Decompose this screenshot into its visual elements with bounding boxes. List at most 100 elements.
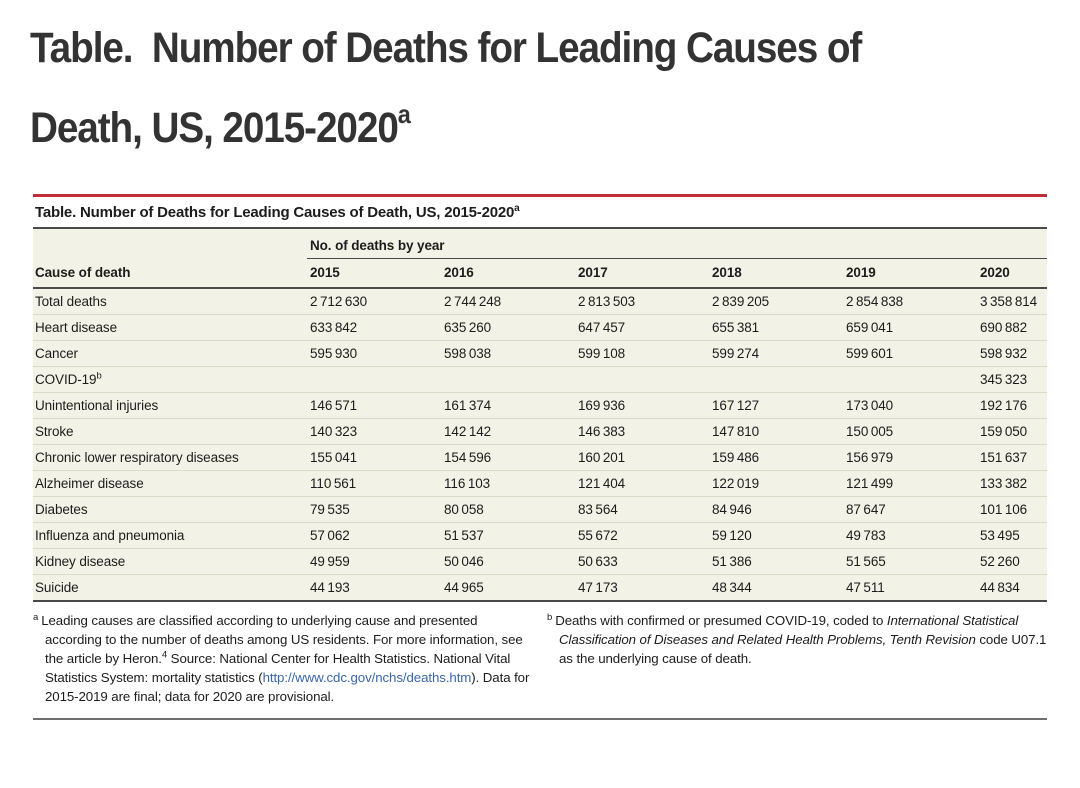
cause-cell: COVID-19b — [33, 366, 307, 393]
value-cell: 2 712 630 — [310, 294, 368, 309]
value-cell: 167 127 — [709, 392, 843, 419]
value-cell: 87 647 — [843, 496, 977, 523]
value-cell — [709, 366, 843, 393]
value-cell: 44 834 — [977, 574, 1047, 602]
spanner-spacer-cell — [33, 229, 307, 259]
footnote-b: b Deaths with confirmed or presumed COVID… — [547, 611, 1047, 706]
footnote-text: Deaths with confirmed or presumed COVID-… — [555, 613, 887, 628]
value-cell: 156 979 — [843, 444, 977, 471]
footnote-text: ). Data for 2015-2019 are final; data fo… — [45, 670, 530, 704]
footnote-text: Source: National Center for Health Stati… — [45, 651, 511, 685]
value-cell: 121 404 — [575, 470, 709, 497]
footnote-marker: a — [33, 611, 39, 623]
value-cell: 635 260 — [441, 314, 575, 341]
value-cell: 44 193 — [307, 574, 441, 602]
icd-title-italic: International Statistical Classification… — [559, 613, 1019, 647]
year-header-2016: 2016 — [441, 258, 575, 289]
value-cell — [843, 366, 977, 393]
value-cell: 57 062 — [307, 522, 441, 549]
value-cell: 633 842 — [307, 314, 441, 341]
value-cell: 80 058 — [441, 496, 575, 523]
table-row: Suicide 44 193 44 965 47 173 48 344 47 511 44 … — [33, 574, 1047, 602]
value-cell: 47 511 — [843, 574, 977, 602]
value-cell: 51 565 — [843, 548, 977, 575]
cause-cell: Influenza and pneumonia — [33, 522, 307, 549]
value-cell: 2 813 503 — [578, 294, 636, 309]
cause-of-death-header: Cause of death — [33, 258, 307, 289]
spanner-row: No. of deaths by year — [33, 229, 1047, 259]
value-cell: 2 744 248 — [444, 294, 502, 309]
value-cell: 44 965 — [441, 574, 575, 602]
table-row: Influenza and pneumonia 57 062 51 537 55 67… — [33, 522, 1047, 549]
value-cell: 655 381 — [709, 314, 843, 341]
value-cell: 51 386 — [709, 548, 843, 575]
table-row: Stroke 140 323 142 142 146 383 147 810 150 00… — [33, 418, 1047, 445]
value-cell: 47 173 — [575, 574, 709, 602]
value-cell: 50 633 — [575, 548, 709, 575]
table-row: Heart disease 633 842 635 260 647 457 655 38… — [33, 314, 1047, 341]
value-cell: 151 637 — [977, 444, 1047, 471]
year-header-2017: 2017 — [575, 258, 709, 289]
value-cell: 121 499 — [843, 470, 977, 497]
footnote-text: code U07.1 as the underlying cause of de… — [559, 632, 1047, 666]
deaths-table: No. of deaths by year Cause of death 201… — [33, 229, 1047, 602]
value-cell: 59 120 — [709, 522, 843, 549]
value-cell: 659 041 — [843, 314, 977, 341]
value-cell: 101 106 — [977, 496, 1047, 523]
cause-cell: Chronic lower respiratory diseases — [33, 444, 307, 471]
value-cell: 49 783 — [843, 522, 977, 549]
value-cell: 595 930 — [307, 340, 441, 367]
value-cell: 159 050 — [977, 418, 1047, 445]
table-accent-rule — [33, 194, 1047, 197]
value-cell: 155 041 — [307, 444, 441, 471]
value-cell: 133 382 — [977, 470, 1047, 497]
value-cell: 116 103 — [441, 470, 575, 497]
page-title-line2: Death, US, 2015-2020 — [30, 104, 399, 152]
value-cell: 53 495 — [977, 522, 1047, 549]
value-cell: 79 535 — [307, 496, 441, 523]
table-row: Kidney disease 49 959 50 046 50 633 51 386 51… — [33, 548, 1047, 575]
value-cell: 84 946 — [709, 496, 843, 523]
footnotes: a Leading causes are classified according… — [33, 602, 1047, 720]
value-cell: 160 201 — [575, 444, 709, 471]
cause-cell: Kidney disease — [33, 548, 307, 575]
cause-cell: Diabetes — [33, 496, 307, 523]
footnote-marker: b — [547, 611, 553, 623]
value-cell: 48 344 — [709, 574, 843, 602]
value-cell: 150 005 — [843, 418, 977, 445]
year-header-2015: 2015 — [307, 258, 441, 289]
year-header-2019: 2019 — [843, 258, 977, 289]
value-cell: 599 601 — [843, 340, 977, 367]
cdc-mortality-statistics-link[interactable]: http://www.cdc.gov/nchs/deaths.htm — [262, 670, 472, 685]
value-cell: 52 260 — [977, 548, 1047, 575]
table-title-footnote-marker: a — [514, 203, 520, 214]
column-group-header: No. of deaths by year — [307, 229, 1047, 259]
value-cell: 690 882 — [977, 314, 1047, 341]
page-title: Table. Number of Deaths for Leading Caus… — [30, 8, 1080, 168]
table-row: COVID-19b 345 323 — [33, 366, 1047, 393]
footnote-a: a Leading causes are classified according… — [33, 611, 533, 706]
value-cell: 147 810 — [709, 418, 843, 445]
cause-cell: Stroke — [33, 418, 307, 445]
value-cell: 51 537 — [441, 522, 575, 549]
value-cell: 146 571 — [307, 392, 441, 419]
cause-cell: Alzheimer disease — [33, 470, 307, 497]
value-cell — [575, 366, 709, 393]
value-cell: 169 936 — [575, 392, 709, 419]
cause-cell: Heart disease — [33, 314, 307, 341]
table-title-text: Table. Number of Deaths for Leading Caus… — [35, 204, 515, 221]
table-row: Total deaths 2 712 630 2 744 248 2 813 503 2… — [33, 288, 1047, 315]
year-header-2018: 2018 — [709, 258, 843, 289]
table-card: Table. Number of Deaths for Leading Caus… — [33, 194, 1047, 720]
page-title-footnote-marker: a — [397, 98, 411, 129]
value-cell: 146 383 — [575, 418, 709, 445]
footnote-text: Leading causes are classified according … — [41, 613, 523, 666]
column-header-row: Cause of death 2015 2016 2017 2018 2019 … — [33, 258, 1047, 289]
value-cell — [307, 366, 441, 393]
value-cell: 161 374 — [441, 392, 575, 419]
page-title-line1: Table. Number of Deaths for Leading Caus… — [30, 24, 862, 72]
value-cell: 192 176 — [977, 392, 1047, 419]
value-cell: 154 596 — [441, 444, 575, 471]
table-row: Diabetes 79 535 80 058 83 564 84 946 87 647 10… — [33, 496, 1047, 523]
cause-cell: Cancer — [33, 340, 307, 367]
